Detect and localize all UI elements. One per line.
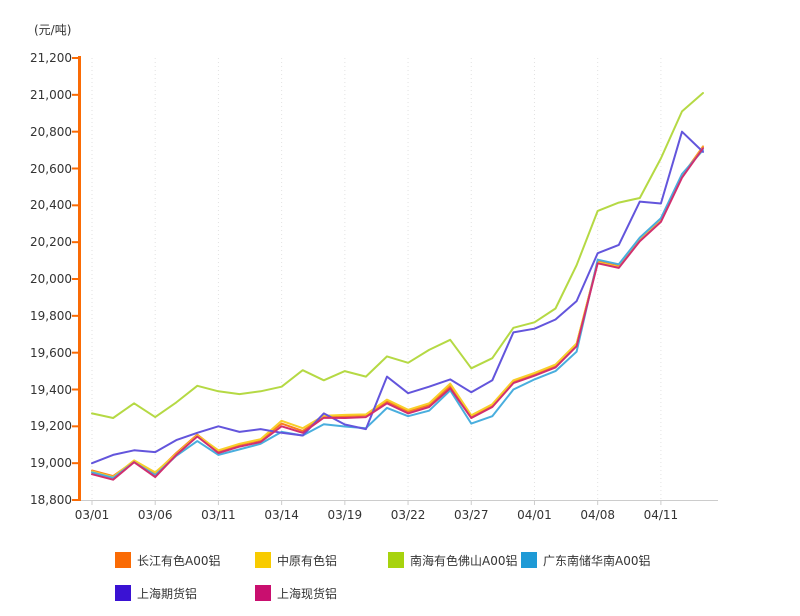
y-axis-tick-label: 20,000 bbox=[30, 272, 72, 286]
y-axis-tick-label: 19,200 bbox=[30, 419, 72, 434]
x-axis-tick-label: 03/01 bbox=[74, 508, 110, 522]
series-line-南海有色佛山A00铝 bbox=[91, 92, 704, 419]
y-axis-tick-label: 20,200 bbox=[30, 235, 72, 250]
x-axis-tick-label: 04/01 bbox=[517, 508, 552, 522]
legend-label: 南海有色佛山A00铝 bbox=[410, 553, 518, 568]
series-line-上海现货铝 bbox=[91, 147, 704, 481]
legend-swatch-icon bbox=[255, 552, 271, 568]
x-axis-tick-label: 04/08 bbox=[580, 508, 615, 522]
x-axis-tick-label: 03/19 bbox=[327, 508, 363, 522]
y-axis-tick-label: 21,000 bbox=[30, 87, 72, 102]
y-axis-tick-label: 19,000 bbox=[30, 456, 72, 471]
legend-item: 南海有色佛山A00铝 bbox=[388, 552, 517, 568]
y-axis-tick-label: 19,800 bbox=[30, 308, 72, 323]
series-line-长江有色A00铝 bbox=[91, 145, 704, 478]
y-axis-unit-label: (元/吨) bbox=[34, 23, 72, 37]
y-axis-tick-label: 20,400 bbox=[30, 198, 72, 213]
legend-item: 上海现货铝 bbox=[255, 585, 337, 601]
series-line-中原有色铝 bbox=[91, 146, 704, 478]
series-line-广东南储华南A00铝 bbox=[91, 149, 704, 479]
legend-label: 中原有色铝 bbox=[277, 553, 338, 568]
legend-item: 广东南储华南A00铝 bbox=[521, 552, 650, 568]
legend-label: 上海期货铝 bbox=[137, 586, 198, 601]
x-axis-tick-label: 03/27 bbox=[453, 508, 489, 522]
legend-item: 长江有色A00铝 bbox=[115, 552, 220, 568]
x-axis-tick-label: 03/22 bbox=[390, 508, 426, 522]
x-axis-tick-label: 03/14 bbox=[264, 508, 299, 522]
x-axis-tick-label: 04/11 bbox=[643, 508, 679, 522]
legend-swatch-icon bbox=[521, 552, 537, 568]
legend-swatch-icon bbox=[388, 552, 404, 568]
legend-label: 上海现货铝 bbox=[277, 586, 338, 601]
legend-item: 上海期货铝 bbox=[115, 585, 197, 601]
y-axis-tick-label: 21,200 bbox=[30, 51, 72, 65]
legend-label: 长江有色A00铝 bbox=[137, 553, 221, 568]
legend-label: 广东南储华南A00铝 bbox=[543, 553, 651, 568]
legend-swatch-icon bbox=[115, 585, 131, 601]
y-axis-tick-label: 18,800 bbox=[30, 493, 72, 507]
y-axis-tick-label: 20,800 bbox=[30, 124, 72, 139]
x-axis-tick-label: 03/11 bbox=[201, 508, 236, 522]
legend-swatch-icon bbox=[115, 552, 131, 568]
y-axis-tick-label: 20,600 bbox=[30, 161, 72, 176]
series-line-上海期货铝 bbox=[91, 130, 704, 465]
y-axis-tick-label: 19,600 bbox=[30, 345, 72, 360]
x-axis-tick-label: 03/06 bbox=[137, 508, 173, 522]
y-axis-tick-label: 19,400 bbox=[30, 382, 72, 397]
legend-item: 中原有色铝 bbox=[255, 552, 337, 568]
legend-swatch-icon bbox=[255, 585, 271, 601]
